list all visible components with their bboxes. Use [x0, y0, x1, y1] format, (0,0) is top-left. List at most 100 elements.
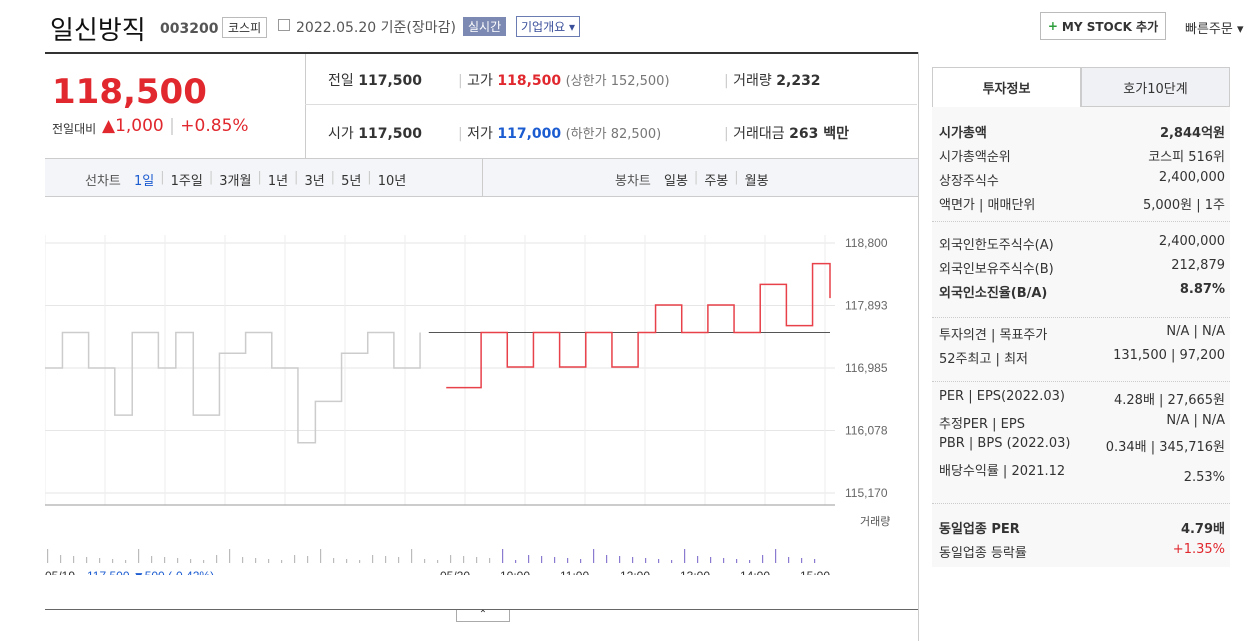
info-value: +1.35% — [1172, 542, 1225, 557]
info-label: 액면가 | 매매단위 — [939, 198, 1036, 213]
volume-bar — [177, 558, 179, 563]
volume-bar — [710, 557, 712, 563]
tab-5년[interactable]: 5년 — [341, 174, 362, 189]
volume-bar — [73, 556, 75, 563]
volume-bar — [541, 556, 543, 563]
x-tick-label: 15:00 — [800, 569, 830, 575]
volume-bar — [229, 549, 231, 563]
info-value: 2,400,000 — [1158, 234, 1225, 249]
info-label: 동일업종 PER — [939, 522, 1020, 537]
x-tick-label: 12:00 — [620, 569, 650, 575]
volume: | 거래량 2,232 — [724, 73, 821, 89]
info-value: 코스피 516위 — [1148, 150, 1225, 165]
volume-bar — [671, 560, 673, 563]
divider — [305, 54, 306, 158]
divider — [45, 158, 918, 159]
volume-bar — [489, 558, 491, 563]
tab-separator: | — [294, 170, 299, 185]
realtime-badge[interactable]: 실시간 — [463, 17, 507, 36]
tab-1일[interactable]: 1일 — [134, 174, 155, 189]
volume-label: 거래량 — [860, 515, 890, 528]
tab-주봉[interactable]: 주봉 — [704, 174, 729, 189]
price-chart: 118,800 117,893 116,985 116,078 115,170 거래량 05… — [45, 235, 890, 575]
info-label: 동일업종 등락률 — [939, 546, 1027, 561]
info-label: 시가총액순위 — [939, 150, 1011, 165]
current-price: 118,500 — [52, 72, 207, 112]
divider — [45, 609, 918, 610]
volume-bar — [788, 557, 790, 563]
info-value: 2,400,000 — [1158, 170, 1225, 185]
volume-bar — [749, 560, 751, 563]
candle-chart-label: 봉차트 — [615, 174, 651, 189]
volume-bar — [138, 549, 140, 563]
volume-bar — [580, 559, 582, 563]
tab-월봉[interactable]: 월봉 — [744, 174, 769, 189]
x-tick-label: 05/19 — [45, 569, 75, 575]
volume-bar — [476, 557, 478, 563]
y-tick-label: 118,800 — [845, 236, 888, 250]
divider — [918, 52, 919, 641]
volume-bar — [814, 559, 816, 563]
volume-bar — [86, 557, 88, 563]
divider — [305, 104, 917, 105]
info-label: 52주최고 | 최저 — [939, 352, 1028, 367]
volume-bar — [60, 555, 62, 563]
volume-bar — [775, 549, 777, 563]
stock-name: 일신방직 — [50, 16, 146, 46]
info-label: 배당수익률 | 2021.12 — [939, 464, 1066, 479]
volume-bar — [359, 560, 361, 563]
info-label: PER | EPS(2022.03) — [939, 389, 1065, 404]
tab-3개월[interactable]: 3개월 — [219, 174, 252, 189]
info-value: 5,000원 | 1주 — [1142, 198, 1225, 213]
base-date: 2022.05.20 기준(장마감) — [296, 20, 456, 36]
tab-order-book[interactable]: 호가10단계 — [1081, 67, 1230, 107]
collapse-toggle-button[interactable]: ⌃ — [456, 610, 510, 622]
volume-bar — [502, 549, 504, 563]
prev-day-summary: 117,500 ▼500 (-0.42%) — [87, 569, 214, 575]
volume-bar — [528, 555, 530, 563]
quick-order-button[interactable]: 빠른주문 ▾ — [1185, 22, 1244, 37]
sidebar-panel — [932, 107, 1230, 567]
volume-bar — [151, 556, 153, 563]
tab-일봉[interactable]: 일봉 — [664, 174, 688, 189]
info-label: 시가총액 — [939, 126, 987, 141]
tab-separator: | — [208, 170, 214, 185]
volume-bar — [385, 556, 387, 563]
info-value: 4.79배 — [1180, 522, 1225, 537]
tab-10년[interactable]: 10년 — [377, 174, 407, 189]
plus-icon: + — [1047, 19, 1058, 33]
info-label: 외국인한도주식수(A) — [939, 238, 1054, 253]
tab-1년[interactable]: 1년 — [267, 174, 289, 189]
volume-bar — [593, 549, 595, 563]
tab-separator: | — [160, 170, 165, 185]
tab-1주일[interactable]: 1주일 — [170, 174, 203, 189]
candle-chart-tabs: 일봉 | 주봉 | 월봉 — [664, 170, 769, 189]
volume-bar — [632, 557, 634, 563]
volume-bar — [333, 558, 335, 563]
market-badge: 코스피 — [222, 17, 268, 38]
volume-bar — [307, 556, 309, 563]
change-value: ▲1,000 | +0.85% — [102, 116, 249, 136]
volume-bar — [216, 555, 218, 563]
today-line — [446, 262, 831, 389]
volume-bar — [99, 558, 101, 563]
info-value: N/A | N/A — [1166, 324, 1225, 339]
volume-bar — [554, 557, 556, 563]
volume-bar — [372, 555, 374, 563]
info-value: 2.53% — [1183, 470, 1225, 485]
volume-bar — [424, 559, 426, 563]
info-label: 투자의견 | 목표주가 — [939, 328, 1048, 343]
tab-3년[interactable]: 3년 — [304, 174, 325, 189]
divider — [932, 503, 1230, 504]
volume-bar — [398, 557, 400, 563]
tab-investment-info[interactable]: 투자정보 — [932, 67, 1081, 107]
y-tick-label: 115,170 — [845, 486, 888, 500]
volume-bar — [801, 558, 803, 563]
volume-bar — [450, 555, 452, 563]
info-label: 상장주식수 — [939, 174, 999, 189]
high-price: | 고가 118,500 (상한가 152,500) — [458, 73, 670, 89]
mystock-add-button[interactable]: + MY STOCK 추가 — [1040, 12, 1166, 40]
company-info-dropdown[interactable]: 기업개요 ▾ — [516, 16, 581, 37]
volume-bar — [697, 556, 699, 563]
volume-bar — [255, 558, 257, 563]
